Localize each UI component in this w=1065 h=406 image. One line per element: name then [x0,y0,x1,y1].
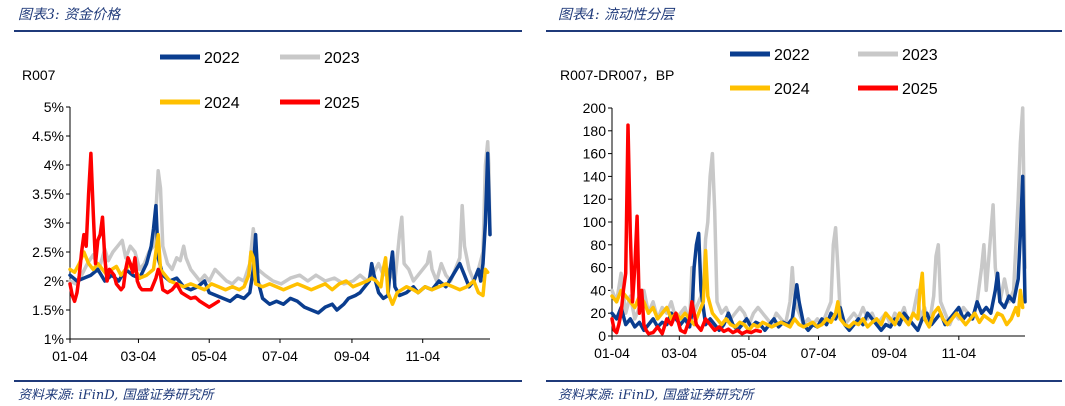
series-line-2025 [610,123,763,336]
x-tick-label: 09-04 [334,348,370,364]
x-tick-label: 03-04 [121,348,157,364]
y-tick-label: 20 [590,305,606,321]
y-tick-label: 40 [590,282,606,298]
y-tick-label: 3.5% [32,186,64,202]
right-title-rule [546,30,1062,32]
right-panel: 图表4: 流动性分层 0 20 40 60 80 100 120 140 160 180 200 01… [540,0,1065,406]
x-tick-label: 07-04 [801,345,837,361]
y-axis-label: R007 [22,67,56,83]
y-tick-label: 100 [583,214,607,230]
y-tick-label: 2.5% [32,244,64,260]
y-tick-label: 3% [44,215,64,231]
left-source-note: 资料来源: iFinD, 国盛证券研究所 [18,388,214,403]
y-tick-label: 1% [44,331,64,347]
legend-label-2024: 2024 [204,95,240,112]
right-chart-title: 图表4: 流动性分层 [558,7,675,23]
y-tick-label: 140 [583,168,607,184]
legend-label-2022: 2022 [204,50,240,67]
left-chart-title: 图表3: 资金价格 [18,7,121,23]
legend-label-2025: 2025 [324,95,360,112]
legend-label-2023: 2023 [902,47,938,64]
y-tick-label: 180 [583,123,607,139]
series-line-2024 [610,248,1025,333]
legend-label-2025: 2025 [902,81,938,98]
y-tick-label: 4.5% [32,128,64,144]
y-axis-label: R007-DR007，BP [560,67,674,83]
left-title-rule [14,30,522,32]
legend-label-2022: 2022 [774,47,810,64]
series-line-2024 [68,232,490,306]
left-panel: 图表3: 资金价格 1% 1.5% 2% 2.5% 3% 3.5% 4% 4.5% 5% 01-0… [0,0,525,406]
series-line-2025 [68,151,221,309]
right-source-note: 资料来源: iFinD, 国盛证券研究所 [558,388,754,403]
series-line-2023 [68,140,492,286]
x-tick-label: 05-04 [731,345,767,361]
series-line-2023 [610,106,1027,327]
right-chart: 0 20 40 60 80 100 120 140 160 180 200 01-04 03-04 05-… [560,47,1027,361]
x-tick-label: 03-04 [661,345,697,361]
y-tick-label: 80 [590,237,606,253]
y-tick-label: 200 [583,100,607,116]
y-tick-label: 60 [590,260,606,276]
y-tick-label: 1.5% [32,302,64,318]
legend-label-2023: 2023 [324,50,360,67]
x-tick-label: 05-04 [191,348,227,364]
legend-label-2024: 2024 [774,81,810,98]
left-source-rule [14,380,522,382]
x-tick-label: 01-04 [594,345,630,361]
x-tick-label: 07-04 [262,348,298,364]
y-tick-label: 0 [598,328,606,344]
y-tick-label: 160 [583,146,607,162]
left-chart: 1% 1.5% 2% 2.5% 3% 3.5% 4% 4.5% 5% 01-04 03-04 05-0… [22,50,492,364]
y-tick-label: 120 [583,191,607,207]
y-tick-label: 5% [44,99,64,115]
y-tick-label: 4% [44,157,64,173]
x-tick-label: 01-04 [52,348,88,364]
x-tick-label: 11-04 [941,345,976,361]
x-tick-label: 09-04 [871,345,907,361]
right-source-rule [546,380,1062,382]
x-tick-label: 11-04 [405,348,440,364]
y-tick-label: 2% [44,273,64,289]
